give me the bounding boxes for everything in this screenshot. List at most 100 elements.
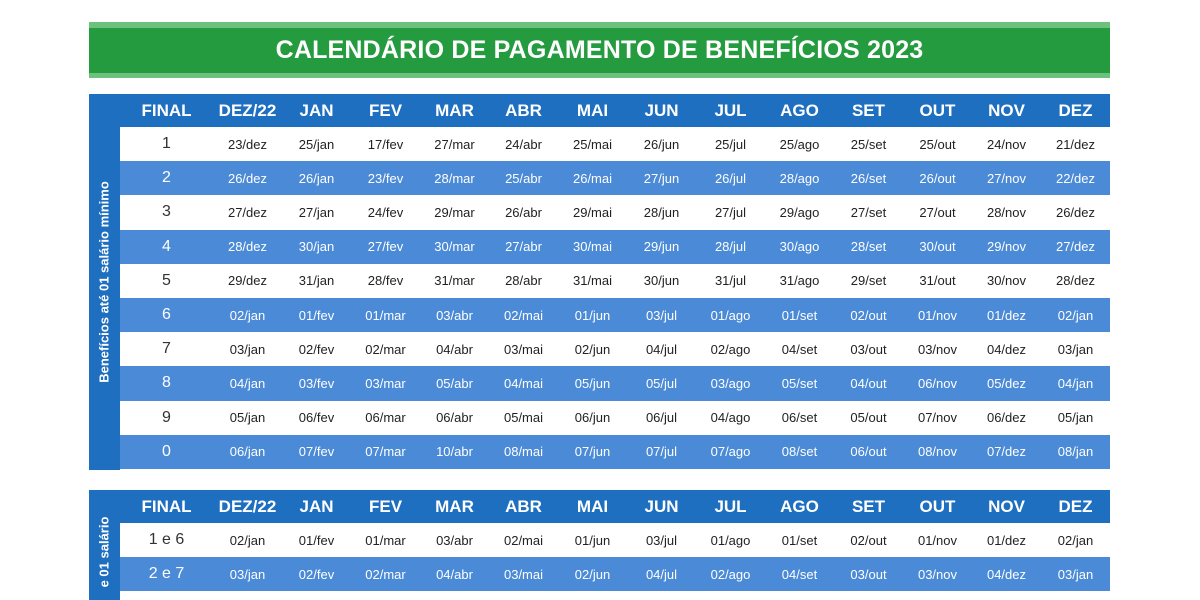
column-header: JUL [714,496,747,516]
date-cell: 25/mai [572,136,613,152]
date-cell: 03/out [850,566,887,582]
date-cell: 29/jun [643,239,680,255]
date-cell: 01/dez [986,532,1027,548]
date-cell: 02/fev [298,341,335,357]
date-cell: 02/mar [365,566,406,582]
column-header: ABR [505,496,542,516]
date-cell: 07/ago [710,444,751,460]
column-header: SET [851,100,886,120]
date-cell: 27/mar [434,136,475,152]
date-cell: 04/set [781,566,818,582]
header-row: FINAL DEZ/22 JAN FEV MAR ABR MAI JUN JUL AGO SET OU… [120,490,1110,523]
column-header: NOV [988,496,1025,516]
final-digit-cell: 8 [162,374,171,392]
date-cell: 27/out [919,204,956,220]
date-cell: 02/jan [1057,307,1094,323]
date-cell: 01/ago [710,307,751,323]
date-cell: 05/mai [503,410,544,426]
date-cell: 17/fev [367,136,404,152]
date-cell: 30/nov [986,273,1027,289]
date-cell: 28/fev [367,273,404,289]
date-cell: 28/abr [505,273,542,289]
date-cell: 04/abr [436,341,473,357]
date-cell: 03/nov [917,341,958,357]
date-cell: 07/mar [365,444,406,460]
table-row: 5 29/dez 31/jan 28/fev 31/mar 28/abr 31/mai 30/… [120,263,1110,298]
side-label-bar: e 01 salário [89,490,120,600]
date-cell: 29/nov [986,239,1027,255]
date-cell: 22/dez [1055,170,1096,186]
table-row: 1 23/dez 25/jan 17/fev 27/mar 24/abr 25/mai 26/… [120,127,1110,162]
date-cell: 30/jun [643,273,680,289]
column-header: FINAL [141,496,192,516]
date-cell: 01/set [781,307,818,323]
date-cell: 31/out [919,273,956,289]
date-cell: 26/jan [298,170,335,186]
date-cell: 06/set [781,410,818,426]
date-cell: 25/ago [779,136,820,152]
date-cell: 01/jun [574,532,611,548]
date-cell: 02/mai [503,532,544,548]
date-cell: 29/dez [227,273,268,289]
table-grid: FINAL DEZ/22 JAN FEV MAR ABR MAI JUN JUL AGO SET OU… [120,94,1110,469]
date-cell: 25/jan [298,136,335,152]
date-cell: 02/mai [503,307,544,323]
date-cell: 26/mai [572,170,613,186]
table-row: 0 06/jan 07/fev 07/mar 10/abr 08/mai 07/jun 07/… [120,434,1110,469]
column-header: JAN [299,496,334,516]
column-header: DEZ/22 [218,100,277,120]
date-cell: 05/set [781,375,818,391]
date-cell: 03/mar [365,375,406,391]
header-row: FINAL DEZ/22 JAN FEV MAR ABR MAI JUN JUL AGO SET OU… [120,94,1110,127]
date-cell: 07/nov [917,410,958,426]
date-cell: 06/dez [986,410,1027,426]
date-cell: 02/ago [710,341,751,357]
date-cell: 27/abr [505,239,542,255]
date-cell: 03/jul [645,307,678,323]
date-cell: 25/jul [714,136,747,152]
date-cell: 29/set [850,273,887,289]
date-cell: 31/mar [434,273,475,289]
date-cell: 03/jul [645,532,678,548]
date-cell: 27/set [850,204,887,220]
table-row: 9 05/jan 06/fev 06/mar 06/abr 05/mai 06/jun 06/… [120,400,1110,435]
date-cell: 31/jul [714,273,747,289]
date-cell: 07/jun [574,444,611,460]
table-row: 2 26/dez 26/jan 23/fev 28/mar 25/abr 26/mai 27/… [120,161,1110,196]
date-cell: 02/fev [298,566,335,582]
table-row: 4 28/dez 30/jan 27/fev 30/mar 27/abr 30/mai 29/… [120,229,1110,264]
date-cell: 04/dez [986,341,1027,357]
date-cell: 04/jan [229,375,266,391]
final-digit-cell: 1 [162,135,171,153]
date-cell: 01/mar [365,307,406,323]
date-cell: 07/dez [986,444,1027,460]
date-cell: 01/ago [710,532,751,548]
date-cell: 30/mar [434,239,475,255]
date-cell: 01/jun [574,307,611,323]
date-cell: 27/fev [367,239,404,255]
date-cell: 02/mar [365,341,406,357]
date-cell: 03/jan [1057,341,1094,357]
date-cell: 03/abr [436,532,473,548]
date-cell: 02/jun [574,341,611,357]
date-cell: 30/mai [572,239,613,255]
table-grid: FINAL DEZ/22 JAN FEV MAR ABR MAI JUN JUL AGO SET OU… [120,490,1110,592]
date-cell: 04/jul [645,341,678,357]
table-row: 6 02/jan 01/fev 01/mar 03/abr 02/mai 01/jun 03/… [120,297,1110,333]
date-cell: 02/jan [1057,532,1094,548]
date-cell: 02/out [850,307,887,323]
column-header: FEV [368,496,403,516]
date-cell: 27/dez [227,204,268,220]
table-row: 1 e 6 02/jan 01/fev 01/mar 03/abr 02/mai 01/ju… [120,523,1110,558]
date-cell: 24/fev [367,204,404,220]
date-cell: 05/dez [986,375,1027,391]
table-row: 2 e 7 03/jan 02/fev 02/mar 04/abr 03/mai 02/ju… [120,557,1110,592]
date-cell: 28/mar [434,170,475,186]
date-cell: 28/jul [714,239,747,255]
date-cell: 28/ago [779,170,820,186]
date-cell: 04/set [781,341,818,357]
final-digit-cell: 5 [162,271,171,289]
date-cell: 31/mai [572,273,613,289]
column-header: FEV [368,100,403,120]
date-cell: 28/jun [643,204,680,220]
